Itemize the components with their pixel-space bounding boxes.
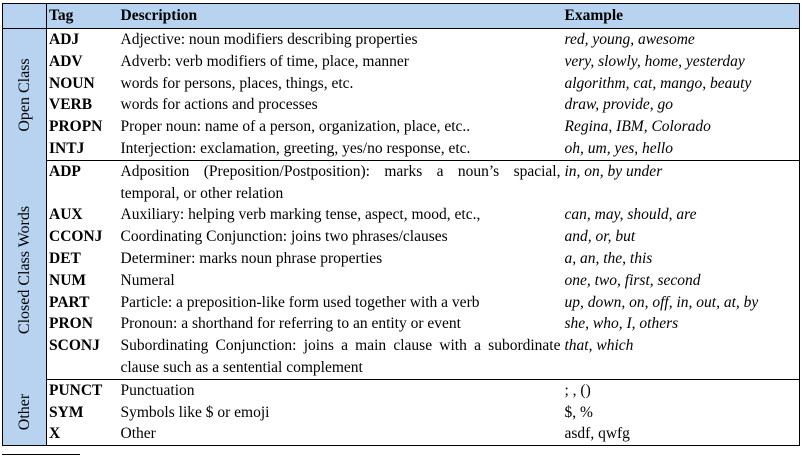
example-cell: very, slowly, home, yesterday	[562, 50, 800, 73]
example-cell: she, who, I, others	[562, 313, 800, 336]
tag-cell: SCONJ	[46, 335, 119, 380]
group-label-cell: Closed Class Words	[2, 160, 47, 380]
table-row: SYM Symbols like $ or emoji $, %	[3, 401, 800, 424]
group-label: Closed Class Words	[15, 205, 33, 334]
description-cell: Adverb: verb modifiers of time, place, m…	[118, 50, 563, 73]
description-cell: Symbols like $ or emoji	[118, 401, 563, 424]
description-cell: Other	[118, 423, 563, 447]
example-cell: that, which	[562, 335, 800, 380]
tag-cell: ADP	[46, 160, 119, 205]
table-row: PRON Pronoun: a shorthand for referring t…	[3, 313, 800, 336]
example-cell: ; , ()	[562, 379, 800, 402]
example-cell: a, an, the, this	[562, 247, 800, 270]
example-cell: $, %	[562, 401, 800, 424]
group-label: Other	[15, 393, 33, 431]
tag-cell: PART	[46, 291, 119, 314]
tag-cell: X	[46, 423, 119, 447]
tag-cell: CCONJ	[46, 226, 119, 248]
description-cell: Coordinating Conjunction: joins two phra…	[118, 226, 563, 248]
table-row: INTJ Interjection: exclamation, greeting,…	[3, 137, 800, 161]
example-cell: and, or, but	[562, 226, 800, 248]
description-cell: Numeral	[118, 269, 563, 292]
description-cell: Adjective: noun modifiers describing pro…	[118, 28, 563, 51]
description-cell: Proper noun: name of a person, organizat…	[118, 116, 563, 138]
group-label-cell: Other	[2, 379, 47, 446]
example-cell: oh, um, yes, hello	[562, 137, 800, 161]
example-cell: draw, provide, go	[562, 94, 800, 117]
tag-cell: PROPN	[46, 116, 119, 138]
table-row: Closed Class Words ADP Adposition (Preposi…	[2, 160, 800, 380]
header-example: Example	[562, 3, 800, 29]
description-cell: Auxiliary: helping verb marking tense, a…	[118, 204, 563, 227]
group-label: Open Class	[15, 57, 33, 132]
header-tag: Tag	[46, 3, 119, 29]
table-row: NOUN words for persons, places, things, e…	[3, 72, 800, 95]
group-label-cell: Open Class	[2, 28, 47, 161]
example-cell: red, young, awesome	[562, 28, 800, 51]
header-corner	[2, 3, 47, 29]
tag-cell: NOUN	[46, 72, 119, 95]
tag-cell: ADV	[46, 50, 119, 73]
table-row: ADV Adverb: verb modifiers of time, place…	[3, 50, 800, 73]
table-row: CCONJ Coordinating Conjunction: joins two…	[3, 226, 800, 248]
description-cell: Subordinating Conjunction: joins a main …	[118, 335, 563, 380]
table-row: Other PUNCT Punctuation; , ()	[2, 379, 800, 446]
tag-cell: NUM	[46, 269, 119, 292]
description-cell: Pronoun: a shorthand for referring to an…	[118, 313, 563, 336]
example-cell: one, two, first, second	[562, 269, 800, 292]
table-row: AUX Auxiliary: helping verb marking tense…	[3, 204, 800, 227]
table-row: PROPN Proper noun: name of a person, orga…	[3, 116, 800, 138]
header-row: Tag Description Example	[2, 3, 800, 29]
tag-cell: VERB	[46, 94, 119, 117]
table-row: VERB words for actions and processes draw,…	[3, 94, 800, 117]
example-cell: in, on, by under	[562, 160, 800, 205]
description-cell: Determiner: marks noun phrase properties	[118, 247, 563, 270]
example-cell: can, may, should, are	[562, 204, 800, 227]
table-row: SCONJ Subordinating Conjunction: joins a …	[3, 335, 800, 380]
footnote-rule	[2, 454, 80, 455]
tag-cell: INTJ	[46, 137, 119, 161]
description-cell: Punctuation	[118, 379, 563, 402]
tag-cell: AUX	[46, 204, 119, 227]
table-row: DET Determiner: marks noun phrase propert…	[3, 247, 800, 270]
description-cell: words for persons, places, things, etc.	[118, 72, 563, 95]
table-row: X Other asdf, qwfg	[3, 423, 800, 447]
table-row: Open Class ADJ Adjective: noun modifiers d…	[2, 28, 800, 161]
description-cell: Adposition (Preposition/Postposition): m…	[118, 160, 563, 205]
tag-cell: DET	[46, 247, 119, 270]
example-cell: algorithm, cat, mango, beauty	[562, 72, 800, 95]
example-cell: up, down, on, off, in, out, at, by	[562, 291, 800, 314]
description-cell: Particle: a preposition-like form used t…	[118, 291, 563, 314]
table-row: NUM Numeral one, two, first, second	[3, 269, 800, 292]
description-cell: Interjection: exclamation, greeting, yes…	[118, 137, 563, 161]
header-description: Description	[118, 3, 563, 29]
table-body: Open Class ADJ Adjective: noun modifiers d…	[2, 28, 800, 447]
tag-cell: ADJ	[46, 28, 119, 51]
pos-tag-table: Tag Description Example Open Class ADJ Adj…	[2, 3, 800, 447]
table-row: PART Particle: a preposition-like form us…	[3, 291, 800, 314]
tag-cell: PUNCT	[46, 379, 119, 402]
description-cell: words for actions and processes	[118, 94, 563, 117]
example-cell: Regina, IBM, Colorado	[562, 116, 800, 138]
example-cell: asdf, qwfg	[562, 423, 800, 447]
tag-cell: SYM	[46, 401, 119, 424]
tag-cell: PRON	[46, 313, 119, 336]
